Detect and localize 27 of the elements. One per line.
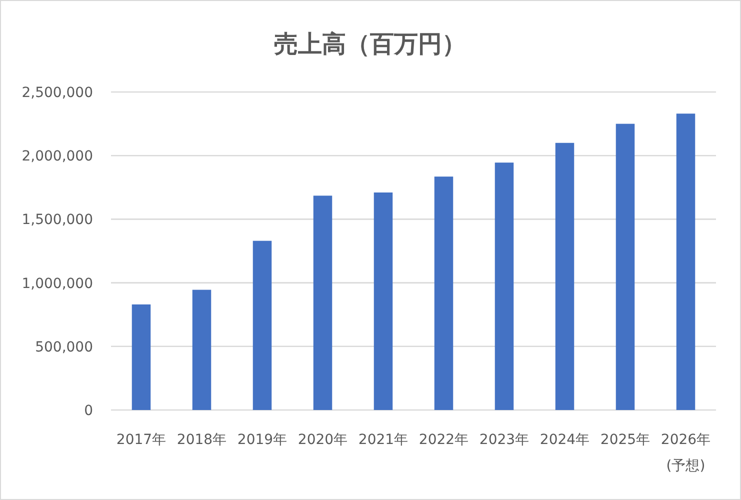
- x-tick-label: 2022年: [418, 432, 469, 448]
- bar: [494, 162, 514, 410]
- y-tick-label: 0: [84, 403, 93, 419]
- bar: [374, 192, 393, 410]
- bar: [434, 176, 454, 410]
- bar: [313, 196, 332, 410]
- x-tick-label: 2024年: [540, 432, 590, 448]
- y-tick-label: 1,500,000: [22, 212, 93, 228]
- x-tick-label: 2019年: [237, 432, 288, 448]
- bar: [616, 124, 635, 410]
- x-tick-label: 2021年: [358, 432, 408, 448]
- y-tick-label: 500,000: [35, 339, 93, 356]
- x-tick-label: 2017年: [116, 432, 166, 448]
- y-tick-label: 1,000,000: [22, 276, 93, 292]
- x-tick-label: 2018年: [176, 432, 227, 448]
- bar: [252, 240, 272, 410]
- x-tick-label: 2025年: [600, 432, 650, 448]
- chart-title: 売上高（百万円）: [274, 30, 466, 58]
- bar: [132, 304, 151, 410]
- x-tick-label: 2026年(予想): [660, 432, 711, 474]
- y-tick-label: 2,500,000: [22, 85, 93, 101]
- bar: [676, 114, 696, 410]
- bar: [192, 290, 212, 410]
- x-tick-label: 2023年: [479, 432, 530, 448]
- x-tick-label: 2020年: [298, 432, 348, 448]
- bar: [555, 142, 574, 410]
- y-tick-label: 2,000,000: [22, 148, 93, 165]
